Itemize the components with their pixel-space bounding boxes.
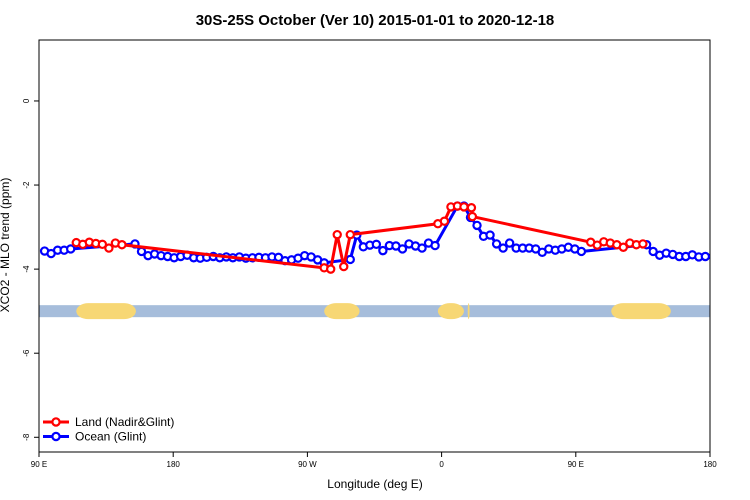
legend-marker-0 [51,417,61,427]
series-0-point-28 [638,239,648,249]
land-segment-2 [437,303,464,320]
series-0-point-19 [467,211,478,222]
series-0-point-10 [332,229,342,240]
x-tick-label-4: 90 E [568,460,584,469]
land-ocean-band [39,303,710,320]
x-tick-label-3: 0 [439,460,444,469]
legend-label-1: Ocean (Glint) [75,430,146,444]
series-1-point-68 [576,246,587,257]
series-0-point-9 [325,264,336,274]
series-1-point-40 [378,245,388,256]
series-1-point-55 [491,239,502,249]
land-segment-3 [467,303,470,320]
land-segment-4 [611,303,671,320]
y-tick-label-1: -2 [22,181,31,189]
land-segment-0 [76,303,136,320]
series-layer [39,201,711,274]
series-1-point-56 [498,243,508,253]
series-1-point-39 [371,239,382,250]
x-tick-label-1: 180 [167,460,181,469]
y-tick-label-2: -4 [22,265,31,273]
series-1-point-48 [430,240,440,251]
series-0-point-14 [439,216,450,226]
series-1-point-46 [417,243,427,253]
series-1-point-70 [648,246,658,257]
series-1-point-35 [345,254,355,265]
x-tick-label-5: 180 [703,460,717,469]
y-tick-label-4: -8 [22,433,31,441]
y-tick-label-0: 0 [22,98,31,103]
legend-label-0: Land (Nadir&Glint) [75,415,174,429]
x-tick-label-2: 90 W [298,460,317,469]
chart-title: 30S-25S October (Ver 10) 2015-01-01 to 2… [196,12,555,29]
series-0-point-4 [97,239,108,250]
series-0 [71,201,648,274]
series-1-point-78 [700,251,711,262]
x-tick-label-0: 90 E [31,460,47,469]
series-1-point-4 [65,244,76,254]
land-segment-1 [324,303,360,320]
series-0-point-5 [104,243,114,253]
series-0-point-25 [618,242,629,252]
series-1-point-52 [472,220,482,231]
series-1-point-57 [504,238,515,248]
legend: Land (Nadir&Glint)Ocean (Glint) [43,415,174,444]
series-1-point-43 [397,244,408,254]
axes: 90 E 180 90 W 0 90 E 180 0 -2 -4 -6 -8 [22,39,717,469]
series-1 [39,201,711,268]
plot-frame [38,39,711,453]
y-tick-label-3: -6 [22,349,31,357]
ocean-band [39,305,710,318]
x-axis-label: Longitude (deg E) [327,477,422,491]
y-axis-label: XCO2 - MLO trend (ppm) [0,178,12,313]
legend-marker-1 [51,431,61,442]
series-0-point-11 [339,261,349,272]
series-0-point-12 [345,229,355,240]
series-0-point-7 [117,240,127,250]
series-1-point-54 [485,230,495,240]
series-0-point-17 [459,202,469,212]
series-0-point-18 [466,203,477,213]
